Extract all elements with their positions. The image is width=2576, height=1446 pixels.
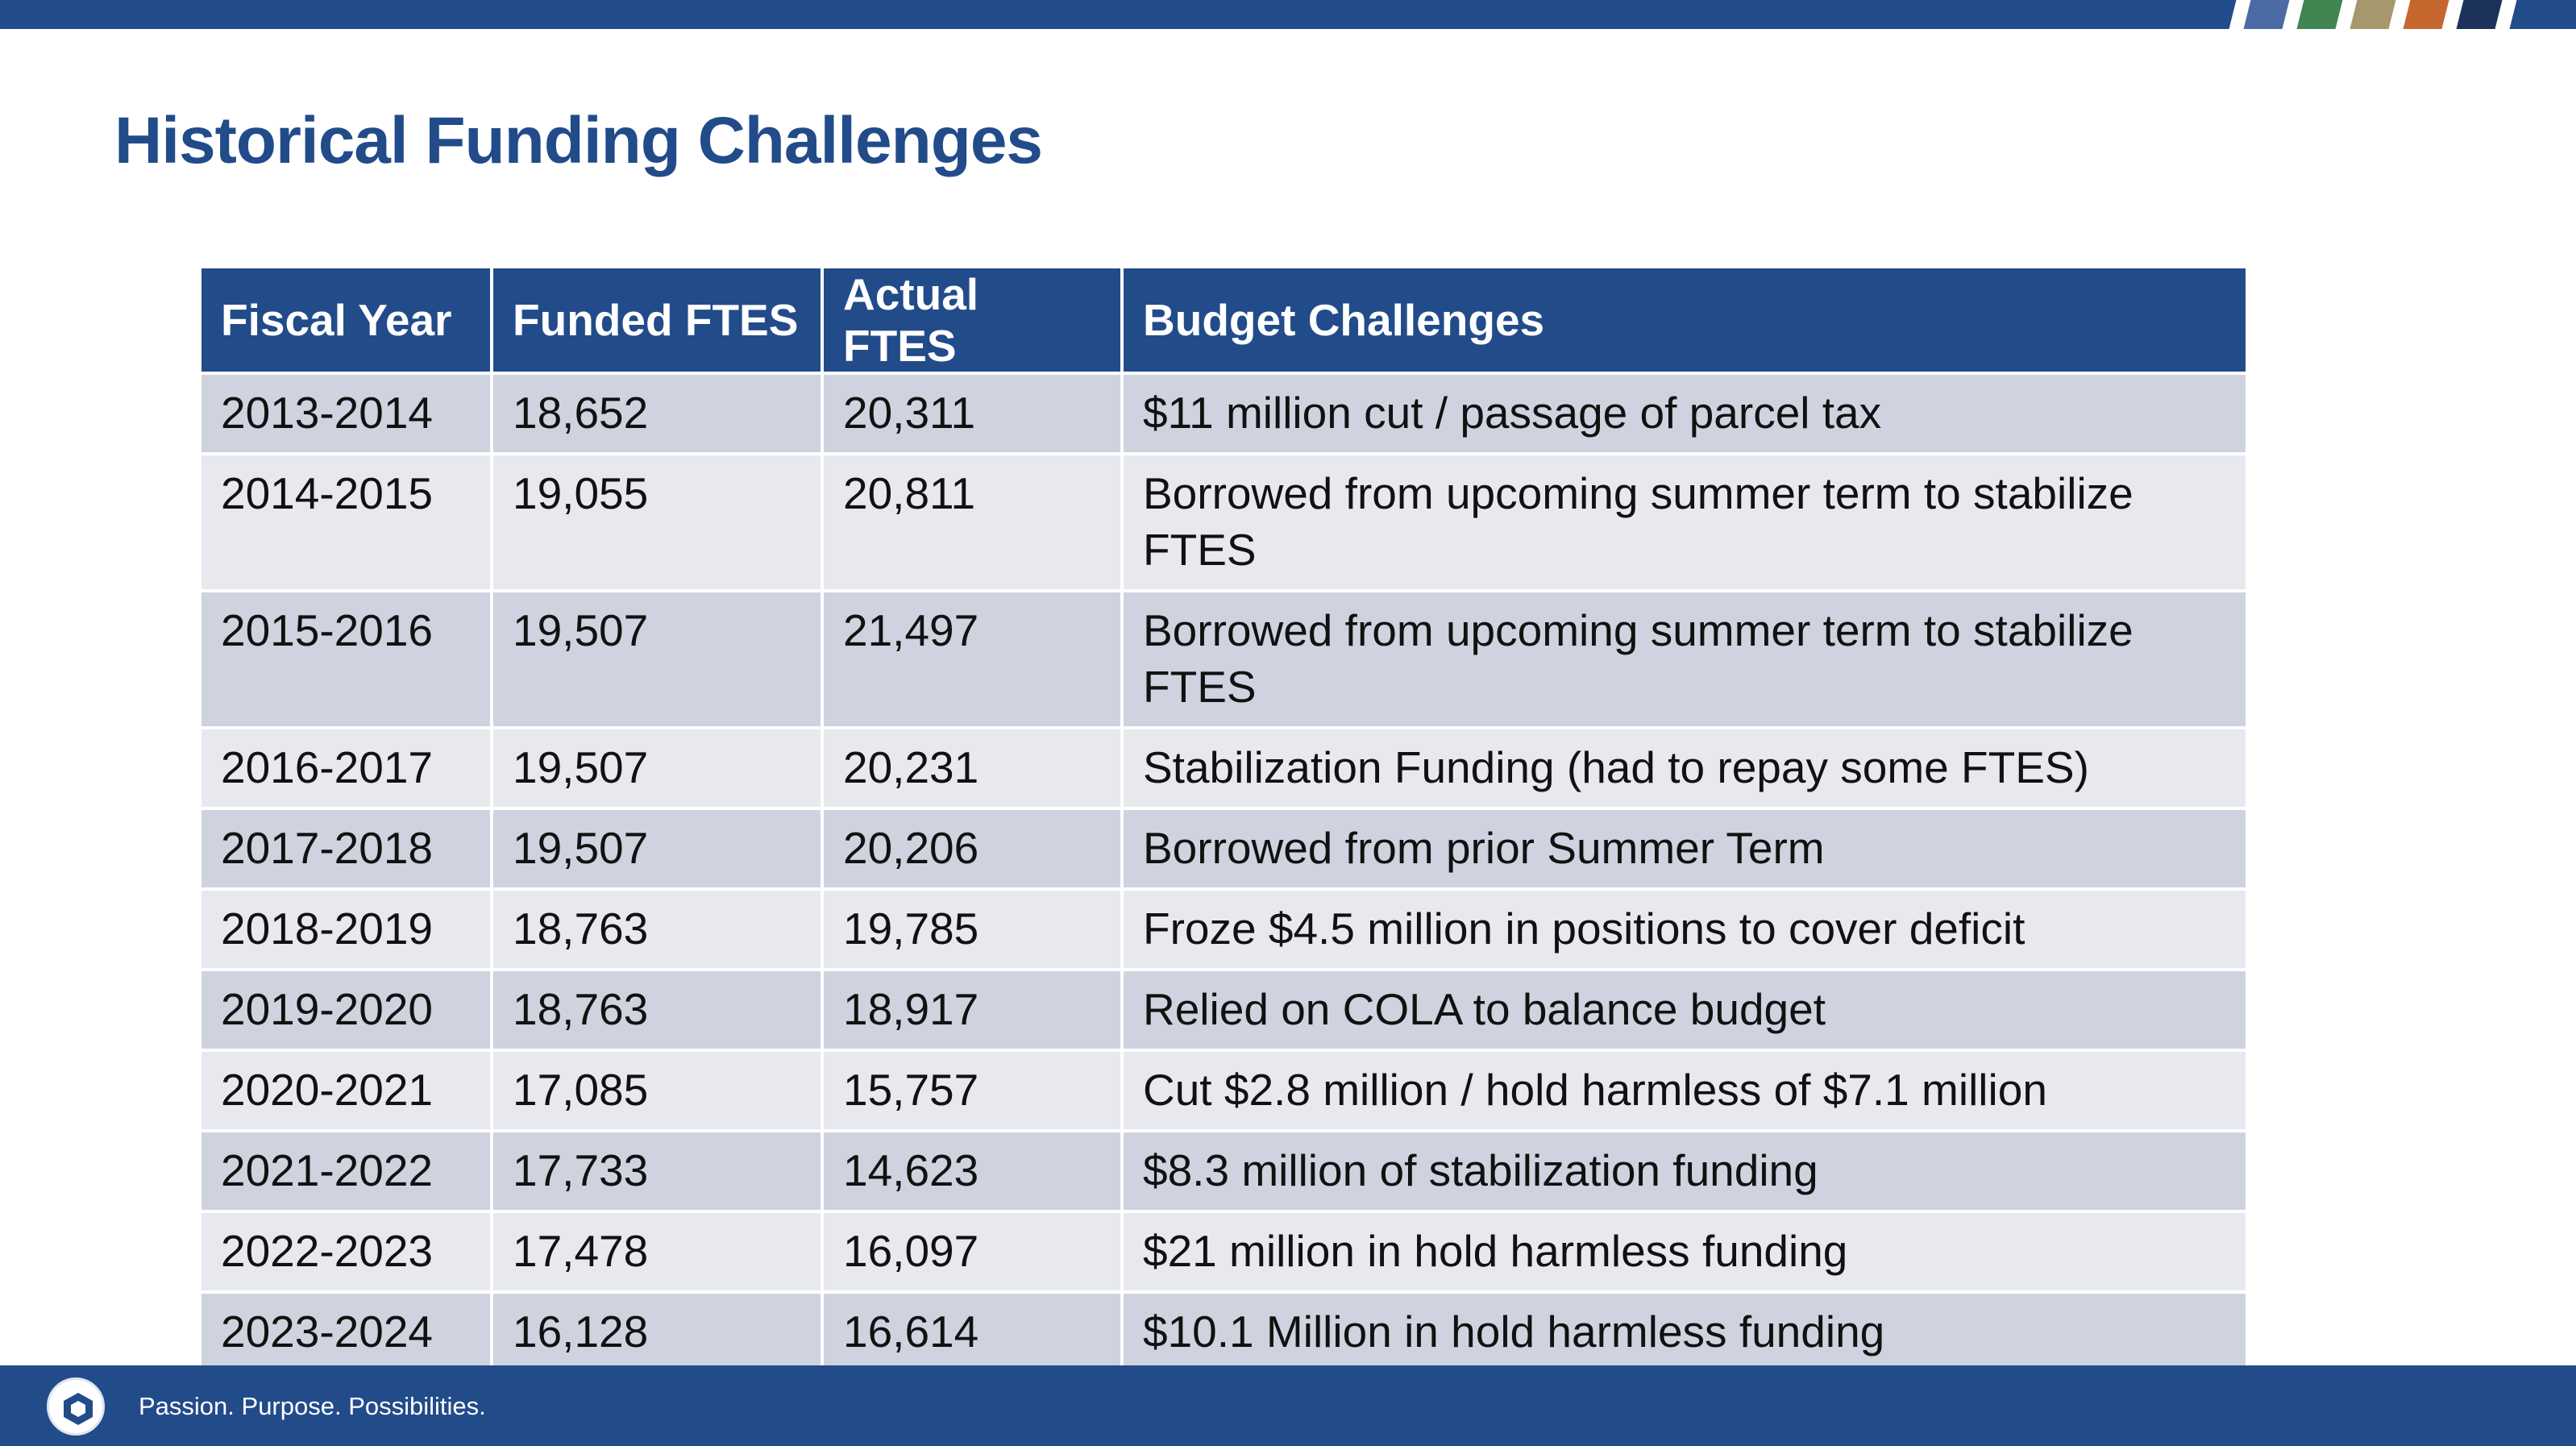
funded-ftes-cell: 16,128 bbox=[492, 1292, 824, 1374]
budget-challenge-cell: Borrowed from upcoming summer term to st… bbox=[1122, 591, 2246, 729]
funded-ftes-cell: 19,507 bbox=[492, 808, 824, 891]
footer: Passion. Purpose. Possibilities. bbox=[0, 1365, 2576, 1446]
table-row: 2014-2015 19,055 20,811 Borrowed from upcom… bbox=[202, 454, 2246, 592]
funded-ftes-cell: 18,763 bbox=[492, 889, 824, 971]
actual-ftes-cell: 16,614 bbox=[822, 1292, 1124, 1374]
funded-ftes-cell: 17,478 bbox=[492, 1211, 824, 1294]
actual-ftes-cell: 15,757 bbox=[822, 1050, 1124, 1132]
table-header-row: Fiscal Year Funded FTES Actual FTES Budg… bbox=[202, 268, 2246, 375]
table-row: 2019-2020 18,763 18,917 Relied on COLA to b… bbox=[202, 970, 2246, 1052]
fiscal-year-cell: 2023-2024 bbox=[202, 1292, 493, 1374]
actual-ftes-cell: 18,917 bbox=[822, 970, 1124, 1052]
funded-ftes-cell: 18,652 bbox=[492, 373, 824, 455]
table-row: 2020-2021 17,085 15,757 Cut $2.8 million / … bbox=[202, 1050, 2246, 1132]
fiscal-year-cell: 2020-2021 bbox=[202, 1050, 493, 1132]
fiscal-year-cell: 2021-2022 bbox=[202, 1131, 493, 1213]
fiscal-year-cell: 2015-2016 bbox=[202, 591, 493, 729]
budget-challenge-cell: Stabilization Funding (had to repay some… bbox=[1122, 728, 2246, 810]
header-funded-ftes: Funded FTES bbox=[492, 268, 824, 375]
budget-challenge-cell: Borrowed from upcoming summer term to st… bbox=[1122, 454, 2246, 592]
budget-challenge-cell: Froze $4.5 million in positions to cover… bbox=[1122, 889, 2246, 971]
header-fiscal-year: Fiscal Year bbox=[202, 268, 493, 375]
actual-ftes-cell: 19,785 bbox=[822, 889, 1124, 971]
actual-ftes-cell: 21,497 bbox=[822, 591, 1124, 729]
table-row: 2018-2019 18,763 19,785 Froze $4.5 million … bbox=[202, 889, 2246, 971]
top-accent-bar bbox=[0, 0, 2576, 29]
fiscal-year-cell: 2019-2020 bbox=[202, 970, 493, 1052]
actual-ftes-cell: 14,623 bbox=[822, 1131, 1124, 1213]
budget-challenge-cell: $11 million cut / passage of parcel tax bbox=[1122, 373, 2246, 455]
fiscal-year-cell: 2013-2014 bbox=[202, 373, 493, 455]
funding-table: Fiscal Year Funded FTES Actual FTES Budg… bbox=[202, 268, 2246, 1374]
budget-challenge-cell: $21 million in hold harmless funding bbox=[1122, 1211, 2246, 1294]
actual-ftes-cell: 20,206 bbox=[822, 808, 1124, 891]
table-row: 2023-2024 16,128 16,614 $10.1 Million in ho… bbox=[202, 1292, 2246, 1374]
actual-ftes-cell: 20,311 bbox=[822, 373, 1124, 455]
fiscal-year-cell: 2016-2017 bbox=[202, 728, 493, 810]
color-stripe bbox=[2509, 0, 2576, 29]
table-row: 2021-2022 17,733 14,623 $8.3 million of sta… bbox=[202, 1131, 2246, 1213]
header-budget-challenges: Budget Challenges bbox=[1122, 268, 2246, 375]
fiscal-year-cell: 2018-2019 bbox=[202, 889, 493, 971]
page-title: Historical Funding Challenges bbox=[114, 104, 1043, 177]
budget-challenge-cell: $10.1 Million in hold harmless funding bbox=[1122, 1292, 2246, 1374]
table-row: 2016-2017 19,507 20,231 Stabilization Fundi… bbox=[202, 728, 2246, 810]
funded-ftes-cell: 19,055 bbox=[492, 454, 824, 592]
actual-ftes-cell: 20,231 bbox=[822, 728, 1124, 810]
table-row: 2015-2016 19,507 21,497 Borrowed from upcom… bbox=[202, 591, 2246, 729]
budget-challenge-cell: Borrowed from prior Summer Term bbox=[1122, 808, 2246, 891]
funded-ftes-cell: 18,763 bbox=[492, 970, 824, 1052]
actual-ftes-cell: 20,811 bbox=[822, 454, 1124, 592]
table-row: 2013-2014 18,652 20,311 $11 million cut / p… bbox=[202, 373, 2246, 455]
district-logo bbox=[47, 1377, 105, 1436]
header-actual-ftes: Actual FTES bbox=[822, 268, 1124, 375]
table-row: 2022-2023 17,478 16,097 $21 million in hold… bbox=[202, 1211, 2246, 1294]
fiscal-year-cell: 2014-2015 bbox=[202, 454, 493, 592]
footer-tagline: Passion. Purpose. Possibilities. bbox=[139, 1392, 486, 1420]
actual-ftes-cell: 16,097 bbox=[822, 1211, 1124, 1294]
budget-challenge-cell: Relied on COLA to balance budget bbox=[1122, 970, 2246, 1052]
fiscal-year-cell: 2017-2018 bbox=[202, 808, 493, 891]
budget-challenge-cell: $8.3 million of stabilization funding bbox=[1122, 1131, 2246, 1213]
logo-emblem-icon bbox=[64, 1393, 93, 1425]
funded-ftes-cell: 19,507 bbox=[492, 591, 824, 729]
funded-ftes-cell: 17,085 bbox=[492, 1050, 824, 1132]
funded-ftes-cell: 17,733 bbox=[492, 1131, 824, 1213]
funded-ftes-cell: 19,507 bbox=[492, 728, 824, 810]
table-row: 2017-2018 19,507 20,206 Borrowed from prior… bbox=[202, 808, 2246, 891]
fiscal-year-cell: 2022-2023 bbox=[202, 1211, 493, 1294]
budget-challenge-cell: Cut $2.8 million / hold harmless of $7.1… bbox=[1122, 1050, 2246, 1132]
